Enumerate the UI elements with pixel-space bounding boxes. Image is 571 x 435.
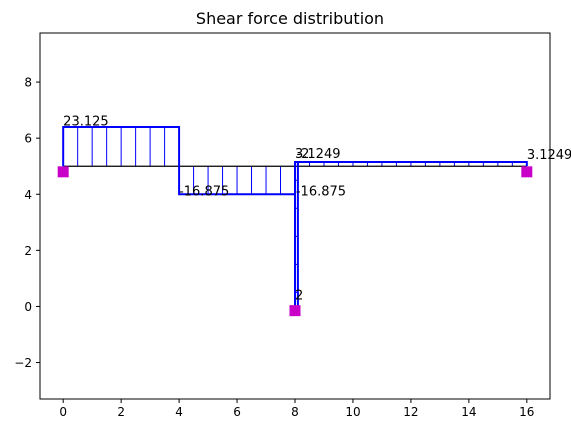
x-tick-label: 6 xyxy=(233,405,241,419)
x-tick-label: 14 xyxy=(461,405,476,419)
y-tick-label: 0 xyxy=(24,300,32,314)
value-label: 2 xyxy=(295,288,303,303)
chart-title: Shear force distribution xyxy=(196,9,384,28)
value-label: 3.1249 xyxy=(295,147,341,162)
value-label: 3.1249 xyxy=(527,148,571,163)
support-marker xyxy=(57,166,69,178)
shear-segment xyxy=(296,161,528,167)
x-tick-label: 2 xyxy=(117,405,125,419)
y-tick-label: 4 xyxy=(24,188,32,202)
value-label: -2 xyxy=(296,147,309,162)
x-tick-label: 10 xyxy=(345,405,360,419)
x-tick-label: 4 xyxy=(175,405,183,419)
y-tick-label: −2 xyxy=(14,356,32,370)
x-tick-label: 12 xyxy=(403,405,418,419)
y-tick-label: 6 xyxy=(24,132,32,146)
support-marker xyxy=(289,305,301,317)
y-tick-label: 8 xyxy=(24,76,32,90)
x-tick-label: 8 xyxy=(291,405,299,419)
value-label: 23.125 xyxy=(63,115,109,130)
x-tick-label: 16 xyxy=(519,405,534,419)
support-marker xyxy=(521,166,533,178)
x-tick-label: 0 xyxy=(59,405,67,419)
axes: 0 2 4 6 8 10 12 14 16 −2 0 2 4 6 8 xyxy=(14,76,534,419)
y-tick-label: 2 xyxy=(24,244,32,258)
plot-area: 23.125 -16.875 -16.875 3.1249 3.1249 2 -2 xyxy=(57,115,571,317)
value-label: -16.875 xyxy=(296,185,346,200)
shear-segment xyxy=(62,125,181,167)
value-label: -16.875 xyxy=(179,185,229,200)
